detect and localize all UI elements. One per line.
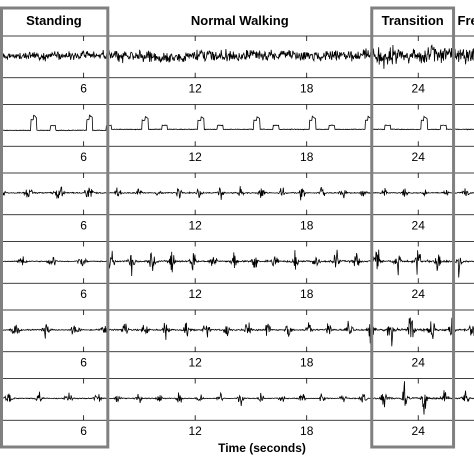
signal-trace bbox=[0, 44, 474, 69]
phase-label-2: Transition bbox=[382, 13, 444, 28]
x-tick-label: 12 bbox=[188, 150, 202, 164]
x-tick-label: 6 bbox=[80, 82, 87, 96]
x-tick-label: 6 bbox=[80, 424, 87, 438]
signal-panel-3: 6 12 18 24 bbox=[0, 172, 474, 233]
x-tick-label: 18 bbox=[300, 287, 314, 301]
x-tick-label: 12 bbox=[188, 356, 202, 370]
x-tick-label: 18 bbox=[300, 424, 314, 438]
x-tick-label: 6 bbox=[80, 287, 87, 301]
signal-panel-4: 6 12 18 24 bbox=[0, 241, 474, 301]
signal-trace bbox=[0, 186, 474, 201]
phase-label-0: Standing bbox=[26, 13, 82, 28]
x-tick-label: 24 bbox=[412, 150, 426, 164]
signal-trace bbox=[0, 114, 474, 132]
signal-trace bbox=[0, 249, 474, 278]
x-tick-label: 18 bbox=[300, 219, 314, 233]
x-tick-label: 18 bbox=[300, 356, 314, 370]
signal-panels: 6 12 18 24 6 12 18 24 6 12 18 24 6 12 18 24 6 12 18 24 6 12 18… bbox=[0, 35, 474, 438]
phase-label-1: Normal Walking bbox=[191, 13, 289, 28]
signal-panel-1: 6 12 18 24 bbox=[0, 35, 474, 96]
signal-trace bbox=[0, 317, 474, 347]
phase-boxes bbox=[0, 6, 456, 449]
x-axis-label: Time (seconds) bbox=[218, 441, 306, 455]
x-tick-label: 24 bbox=[412, 356, 426, 370]
x-tick-label: 24 bbox=[412, 424, 426, 438]
x-tick-label: 12 bbox=[188, 424, 202, 438]
x-tick-label: 6 bbox=[80, 356, 87, 370]
x-tick-label: 12 bbox=[188, 82, 202, 96]
signal-panel-6: 6 12 18 24 bbox=[0, 378, 474, 438]
x-tick-label: 24 bbox=[412, 287, 426, 301]
x-tick-label: 12 bbox=[188, 287, 202, 301]
phase-box-2 bbox=[370, 6, 456, 449]
signal-trace bbox=[0, 381, 474, 415]
x-tick-label: 6 bbox=[80, 150, 87, 164]
x-tick-label: 24 bbox=[412, 82, 426, 96]
x-tick-label: 12 bbox=[188, 219, 202, 233]
x-tick-label: 6 bbox=[80, 219, 87, 233]
signal-panel-5: 6 12 18 24 bbox=[0, 309, 474, 370]
signal-panel-2: 6 12 18 24 bbox=[0, 104, 474, 164]
x-tick-label: 24 bbox=[412, 219, 426, 233]
x-tick-label: 18 bbox=[300, 150, 314, 164]
phase-label-3: Fre bbox=[458, 13, 474, 28]
x-tick-label: 18 bbox=[300, 82, 314, 96]
phase-labels: Standing Normal Walking Transition Fre bbox=[26, 13, 474, 28]
phase-box-0 bbox=[0, 6, 110, 449]
